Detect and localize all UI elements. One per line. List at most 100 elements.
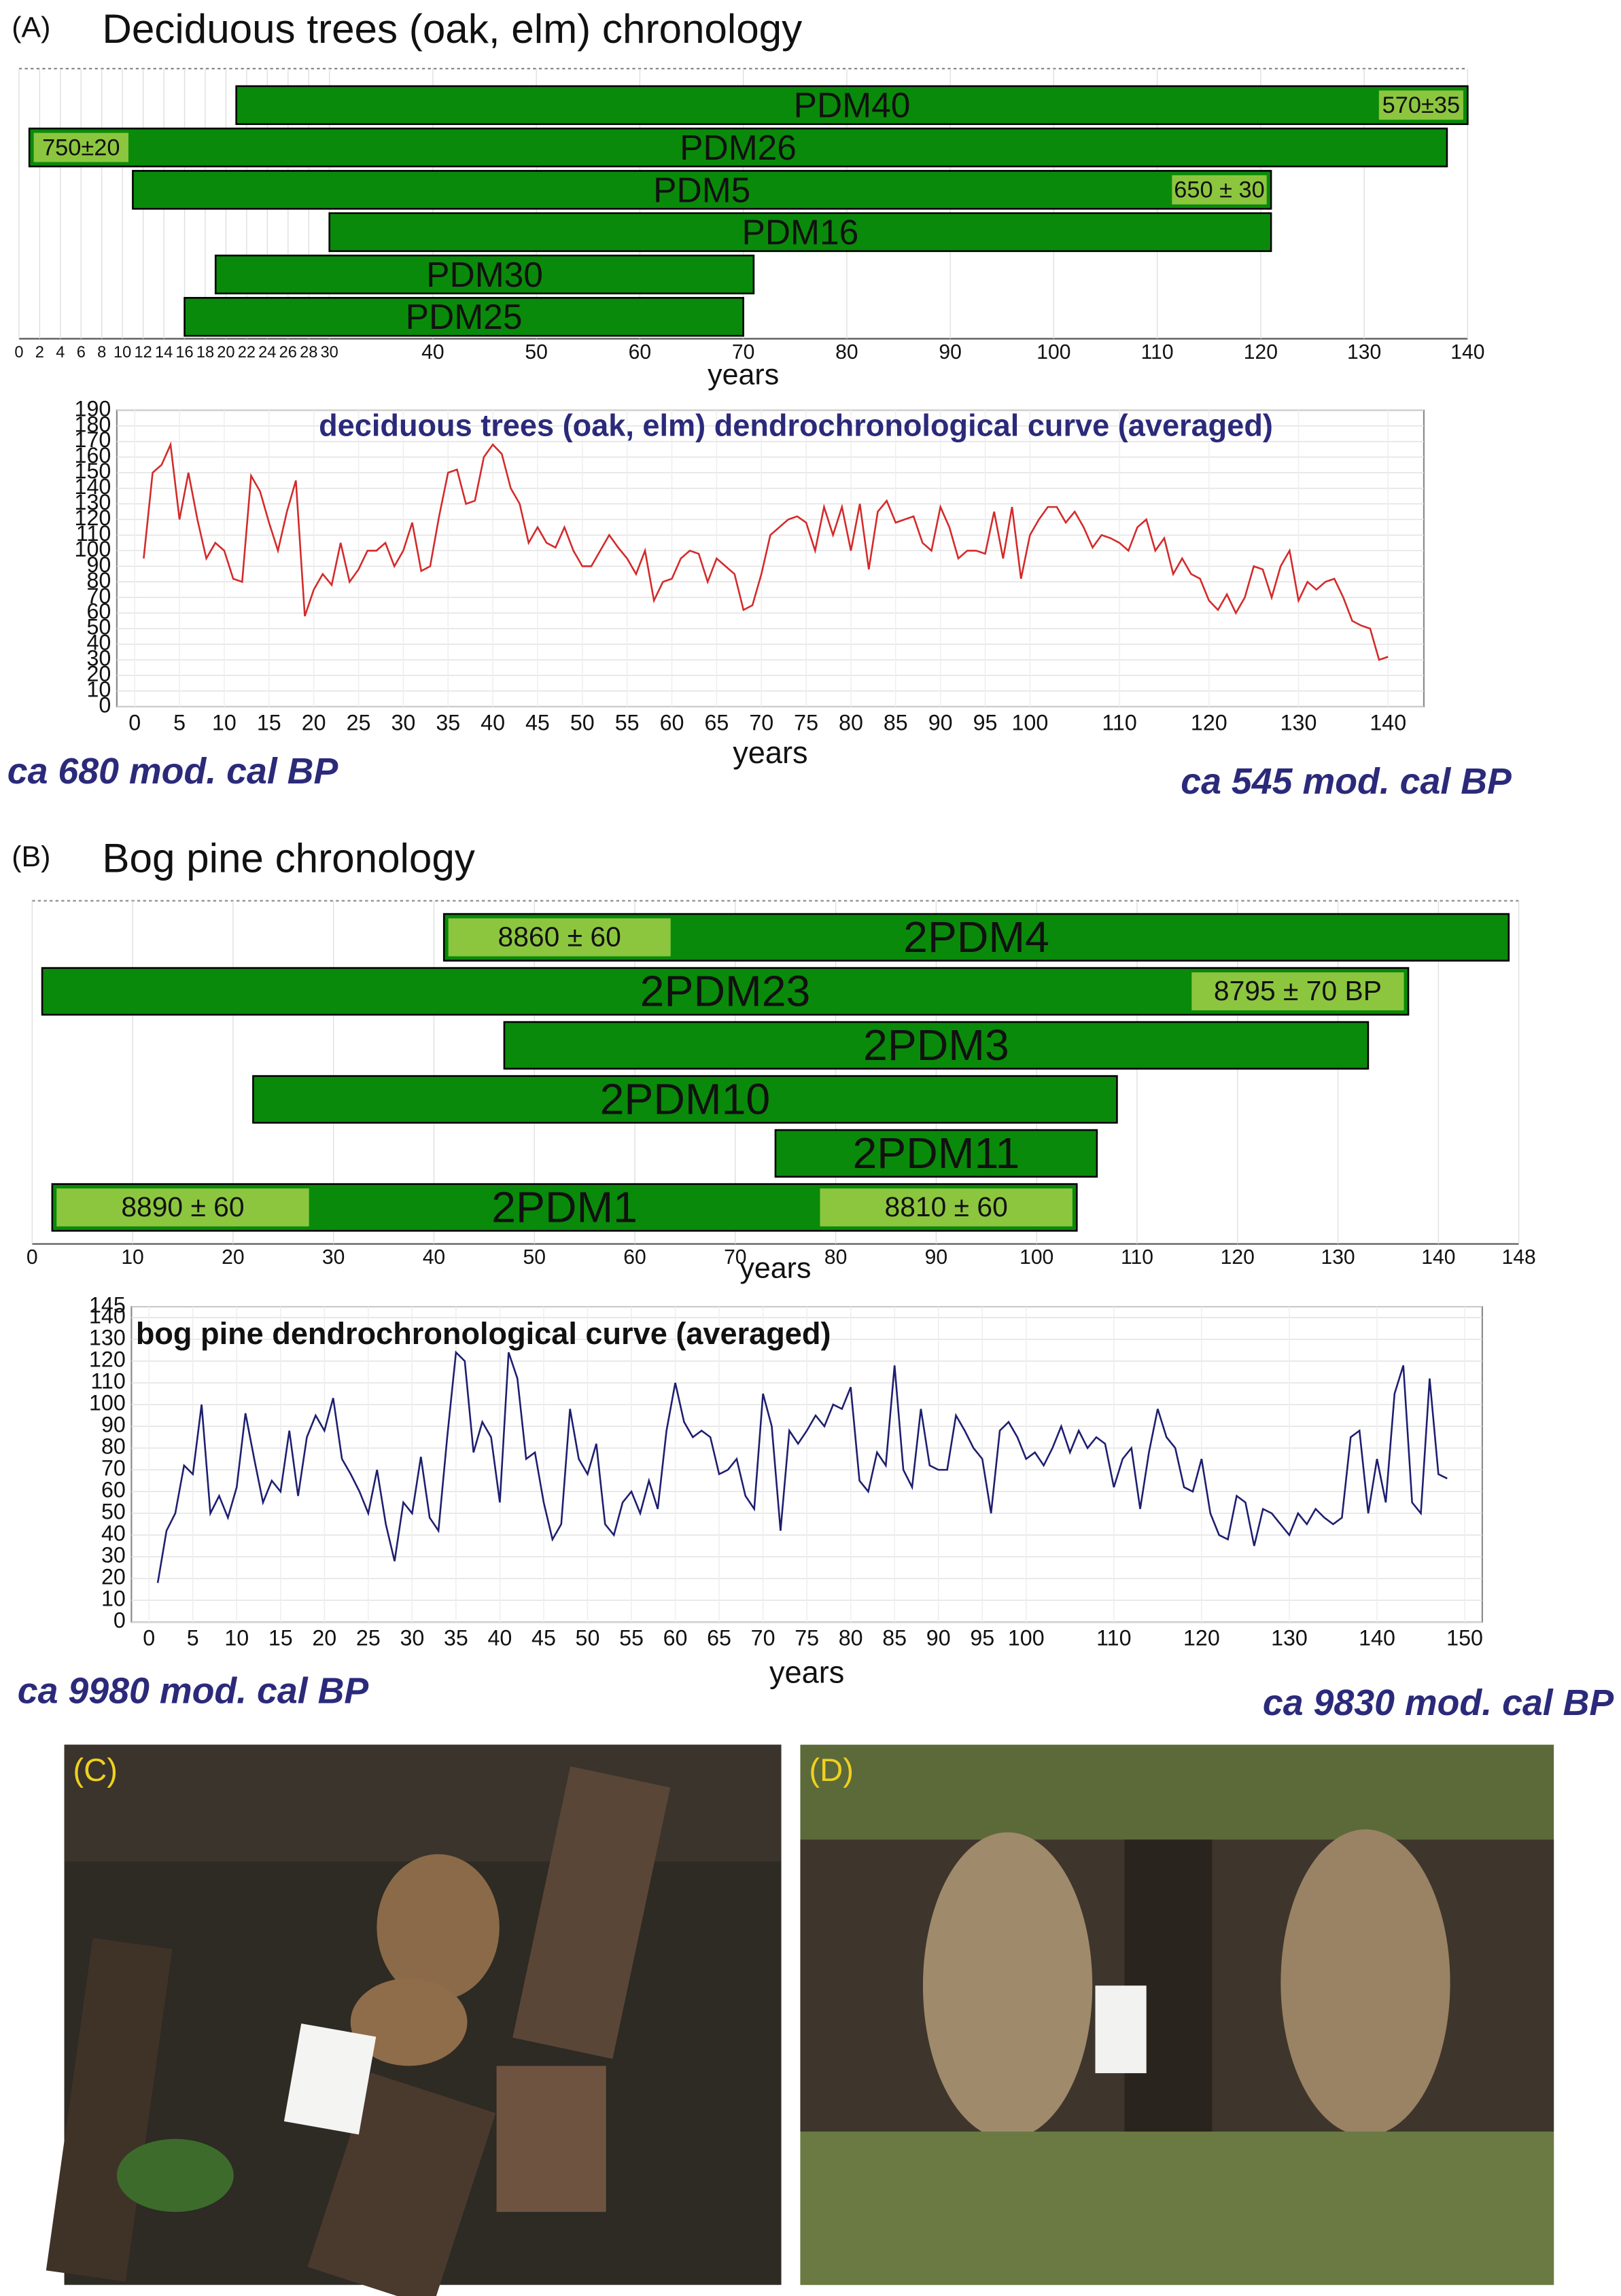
- x-tick-label: 0: [27, 1246, 38, 1269]
- log-end: [350, 1978, 468, 2066]
- date-label: 8890 ± 60: [121, 1191, 244, 1222]
- x-tick-label: 120: [1244, 341, 1278, 364]
- log: [512, 1766, 671, 2060]
- x-tick-label: 16: [175, 344, 193, 361]
- x-tick-label: 20: [222, 1246, 244, 1269]
- x-axis-label: years: [733, 735, 807, 770]
- x-tick-label: 45: [531, 1625, 556, 1650]
- x-tick-label: 100: [1008, 1625, 1045, 1650]
- y-tick-label: 140: [89, 1304, 126, 1328]
- x-tick-label: 40: [423, 1246, 445, 1269]
- x-tick-label: 90: [939, 341, 961, 364]
- x-tick-label: 55: [615, 710, 640, 735]
- y-tick-label: 150: [75, 459, 111, 483]
- x-tick-label: 0: [128, 710, 141, 735]
- annotation: ca 680 mod. cal BP: [7, 751, 338, 792]
- bar-label: 2PDM1: [491, 1182, 638, 1231]
- x-tick-label: 40: [481, 710, 505, 735]
- x-tick-label: 100: [1012, 710, 1049, 735]
- y-tick-label: 30: [86, 646, 111, 671]
- date-box: [1378, 90, 1463, 120]
- y-tick-label: 0: [99, 692, 111, 717]
- bar-label: PDM40: [794, 86, 911, 125]
- date-box: [448, 918, 671, 957]
- x-tick-label: 26: [279, 344, 297, 361]
- y-tick-label: 90: [101, 1413, 126, 1437]
- bar-label: 2PDM11: [852, 1129, 1019, 1178]
- x-tick-label: 148: [1502, 1246, 1536, 1269]
- x-tick-label: 14: [155, 344, 173, 361]
- bar-label: 2PDM10: [600, 1074, 771, 1123]
- data-line: [143, 441, 1389, 661]
- y-tick-label: 180: [75, 412, 111, 436]
- bar-label: PDM26: [680, 128, 797, 167]
- x-tick-label: 130: [1280, 710, 1317, 735]
- log: [496, 2066, 606, 2212]
- chronology-bar: [774, 1129, 1098, 1178]
- x-tick-label: 110: [1102, 710, 1136, 735]
- chronology-bar: [41, 967, 1410, 1016]
- x-tick-label: 70: [749, 710, 773, 735]
- x-tick-label: 6: [77, 344, 86, 361]
- x-tick-label: 50: [525, 341, 547, 364]
- log-end: [377, 1854, 500, 2000]
- y-tick-label: 90: [86, 552, 111, 577]
- y-tick-label: 80: [86, 568, 111, 593]
- x-tick-label: 80: [839, 710, 863, 735]
- x-tick-label: 50: [570, 710, 595, 735]
- x-tick-label: 80: [824, 1246, 847, 1269]
- x-tick-label: 130: [1271, 1625, 1308, 1650]
- y-tick-label: 120: [89, 1347, 126, 1372]
- x-tick-label: 140: [1421, 1246, 1455, 1269]
- y-tick-label: 190: [75, 396, 111, 421]
- x-tick-label: 10: [114, 344, 131, 361]
- y-tick-label: 60: [101, 1478, 126, 1502]
- y-tick-label: 130: [75, 490, 111, 514]
- bar-label: 2PDM23: [640, 966, 811, 1015]
- x-tick-label: 30: [391, 710, 415, 735]
- x-tick-label: 40: [488, 1625, 512, 1650]
- chronology-bar: [132, 170, 1272, 210]
- bar-label: PDM5: [653, 170, 750, 209]
- y-tick-label: 130: [89, 1326, 126, 1350]
- date-label: 8810 ± 60: [885, 1191, 1008, 1222]
- x-tick-label: 90: [925, 1246, 947, 1269]
- x-tick-label: 2: [35, 344, 44, 361]
- date-label: 570±35: [1382, 92, 1460, 118]
- x-tick-label: 85: [882, 1625, 907, 1650]
- x-tick-label: 95: [973, 710, 998, 735]
- panel-label: (B): [12, 841, 50, 873]
- grass: [800, 2132, 1554, 2285]
- x-axis-label: years: [739, 1252, 811, 1285]
- x-tick-label: 75: [794, 710, 818, 735]
- x-tick-label: 60: [623, 1246, 646, 1269]
- x-tick-label: 110: [1141, 341, 1174, 364]
- grass: [116, 2138, 234, 2212]
- bar-label: PDM30: [426, 255, 543, 294]
- y-tick-label: 120: [75, 506, 111, 530]
- plot-area: [116, 409, 1425, 708]
- x-tick-label: 20: [312, 1625, 336, 1650]
- x-tick-label: 8: [97, 344, 106, 361]
- x-tick-label: 110: [1121, 1246, 1153, 1269]
- x-tick-label: 30: [321, 344, 338, 361]
- y-tick-label: 60: [86, 599, 111, 624]
- date-box: [33, 133, 128, 162]
- x-tick-label: 80: [835, 341, 858, 364]
- y-tick-label: 110: [90, 1369, 125, 1394]
- x-tick-label: 60: [660, 710, 684, 735]
- x-tick-label: 25: [347, 710, 371, 735]
- x-tick-label: 0: [143, 1625, 155, 1650]
- y-tick-label: 110: [76, 521, 111, 546]
- y-tick-label: 100: [75, 537, 111, 561]
- bar-label: PDM16: [742, 213, 858, 252]
- x-tick-label: 95: [970, 1625, 994, 1650]
- x-tick-label: 35: [436, 710, 460, 735]
- x-tick-label: 90: [926, 1625, 951, 1650]
- photo-region: [64, 1744, 782, 1862]
- chronology-bar: [252, 1075, 1118, 1124]
- chart-title: Deciduous trees (oak, elm) chronology: [102, 6, 802, 52]
- x-tick-label: 10: [121, 1246, 143, 1269]
